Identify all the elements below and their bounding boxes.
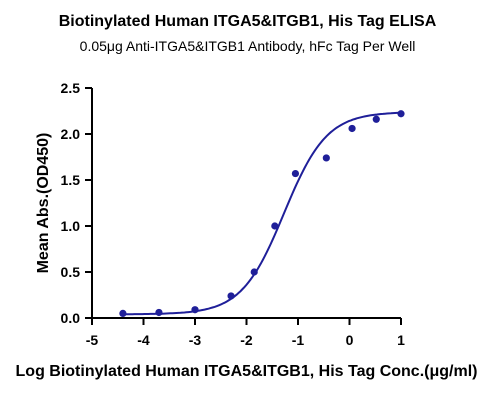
axes [85,87,402,325]
data-point [250,268,258,276]
y-tick-label: 0.0 [61,310,81,326]
x-tick-label: -1 [292,332,305,348]
data-point [291,169,300,178]
data-point [155,308,163,317]
y-tick-label: 1.0 [61,218,81,234]
fit-curve-line [120,111,401,316]
x-tick-label: 1 [397,332,405,348]
data-point [372,115,380,123]
data-point [271,222,279,230]
x-tick-label: 0 [346,332,354,348]
y-tick-label: 2.0 [61,126,81,142]
data-point [119,309,127,317]
x-tick-label: -3 [189,332,202,348]
data-point [191,306,199,314]
y-tick-label: 0.5 [61,264,81,280]
data-point [397,110,405,118]
y-tick-labels: 0.0 0.5 1.0 1.5 2.0 2.5 [61,80,81,326]
y-axis-title: Mean Abs.(OD450) [35,133,52,274]
x-tick-label: -2 [240,332,253,348]
x-tick-label: -4 [137,332,150,348]
chart-title: Biotinylated Human ITGA5&ITGB1, His Tag … [58,13,437,30]
chart-subtitle: 0.05μg Anti-ITGA5&ITGB1 Antibody, hFc Ta… [79,38,416,54]
x-tick-label: -5 [86,332,99,348]
data-point [322,154,330,162]
x-axis-title: Log Biotinylated Human ITGA5&ITGB1, His … [16,363,478,380]
data-point [348,124,356,133]
data-point [227,292,235,300]
x-tick-labels: -5 -4 -3 -2 -1 0 1 [86,332,405,348]
y-tick-label: 1.5 [61,172,81,188]
data-points [119,110,405,317]
y-tick-label: 2.5 [61,80,81,96]
